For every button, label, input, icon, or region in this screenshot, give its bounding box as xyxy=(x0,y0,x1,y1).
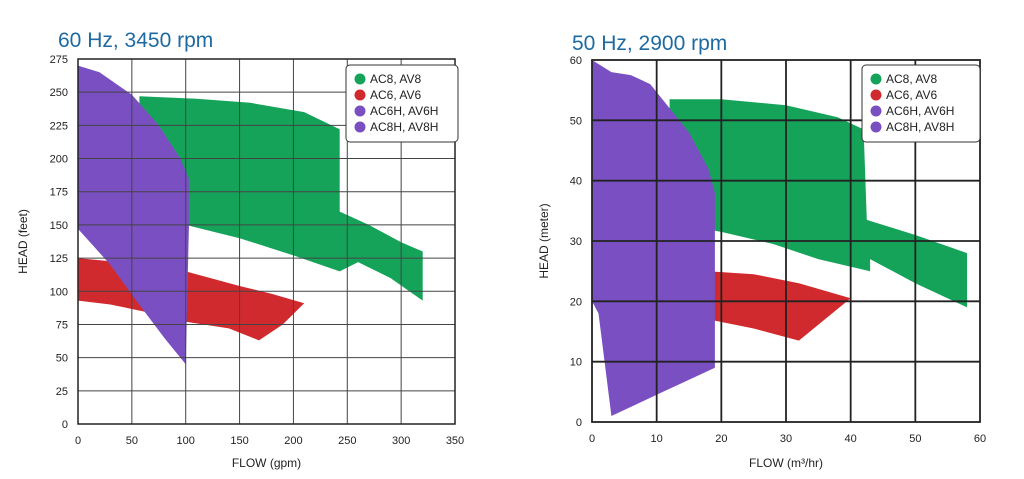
y-tick-label: 50 xyxy=(570,115,582,127)
legend-marker-ac8h xyxy=(870,121,882,133)
y-tick-label: 225 xyxy=(50,120,68,132)
series-area-ac6 xyxy=(708,271,851,341)
y-tick-label: 275 xyxy=(50,54,68,66)
x-tick-label: 60 xyxy=(974,433,986,445)
legend-label-ac8: AC8, AV8 xyxy=(370,72,421,86)
legend-label-ac6h: AC6H, AV6H xyxy=(886,104,954,118)
legend-label-ac8: AC8, AV8 xyxy=(886,72,937,86)
legend-marker-ac8h xyxy=(354,121,366,133)
legend-label-ac6: AC6, AV6 xyxy=(886,88,937,102)
plot-frame xyxy=(77,58,456,425)
x-tick-label: 100 xyxy=(177,435,195,447)
y-tick-label: 75 xyxy=(56,319,68,331)
x-axis-title: FLOW (gpm) xyxy=(232,456,301,470)
y-tick-label: 100 xyxy=(50,286,68,298)
series-area-ac8 xyxy=(139,96,423,301)
y-tick-label: 175 xyxy=(50,187,68,199)
x-tick-label: 300 xyxy=(392,435,410,447)
y-tick-label: 50 xyxy=(56,353,68,365)
legend-box xyxy=(345,64,459,143)
x-tick-label: 30 xyxy=(780,433,792,445)
y-tick-label: 25 xyxy=(56,386,68,398)
y-axis-title: HEAD (meter) xyxy=(537,203,551,278)
series-area-ac8 xyxy=(669,99,968,308)
plot-frame xyxy=(591,59,981,423)
x-tick-label: 200 xyxy=(284,435,302,447)
chart-title-60hz: 60 Hz, 3450 rpm xyxy=(58,29,214,52)
x-tick-label: 10 xyxy=(651,433,663,445)
y-tick-label: 10 xyxy=(570,357,582,369)
x-tick-label: 350 xyxy=(446,435,464,447)
chart-60hz: 0 50 100 150 200 250 300 350 0 25 50 75 100 125 150 175… xyxy=(16,54,464,470)
y-tick-label: 250 xyxy=(50,87,68,99)
x-tick-label: 0 xyxy=(75,435,81,447)
legend-label-ac8h: AC8H, AV8H xyxy=(886,120,954,134)
legend-marker-ac8 xyxy=(354,73,366,85)
y-tick-label: 125 xyxy=(50,253,68,265)
x-axis-title: FLOW (m³/hr) xyxy=(749,456,823,470)
y-tick-label: 20 xyxy=(570,296,582,308)
legend-label-ac8h: AC8H, AV8H xyxy=(370,120,438,134)
series-area-ac6h xyxy=(592,60,715,416)
series-area-ac6 xyxy=(78,258,305,341)
x-tick-label: 20 xyxy=(715,433,727,445)
y-tick-label: 0 xyxy=(62,419,68,431)
series-area-ac6h xyxy=(78,65,189,365)
x-tick-label: 50 xyxy=(126,435,138,447)
legend: AC8, AV8 AC6, AV6 AC6H, AV6H AC8H, AV8H xyxy=(345,64,459,143)
legend-label-ac6h: AC6H, AV6H xyxy=(370,104,438,118)
chart-50hz: 0 10 20 30 40 50 60 0 10 20 30 40 50 60 FLOW (m³/hr) HE… xyxy=(537,55,986,470)
x-tick-label: 50 xyxy=(909,433,921,445)
y-tick-label: 40 xyxy=(570,176,582,188)
y-tick-label: 30 xyxy=(570,236,582,248)
legend: AC8, AV8 AC6, AV6 AC6H, AV6H AC8H, AV8H xyxy=(861,64,981,143)
legend-marker-ac8 xyxy=(870,73,882,85)
legend-box xyxy=(861,64,981,143)
x-tick-label: 250 xyxy=(338,435,356,447)
chart-title-50hz: 50 Hz, 2900 rpm xyxy=(572,32,728,55)
legend-marker-ac6h xyxy=(354,105,366,117)
legend-marker-ac6 xyxy=(870,89,882,101)
y-tick-label: 0 xyxy=(576,417,582,429)
x-tick-label: 40 xyxy=(845,433,857,445)
y-tick-label: 200 xyxy=(50,154,68,166)
y-tick-label: 150 xyxy=(50,220,68,232)
x-tick-label: 0 xyxy=(589,433,595,445)
legend-label-ac6: AC6, AV6 xyxy=(370,88,421,102)
y-tick-label: 60 xyxy=(570,55,582,67)
legend-marker-ac6h xyxy=(870,105,882,117)
y-axis-title: HEAD (feet) xyxy=(16,209,30,274)
x-tick-label: 150 xyxy=(230,435,248,447)
legend-marker-ac6 xyxy=(354,89,366,101)
